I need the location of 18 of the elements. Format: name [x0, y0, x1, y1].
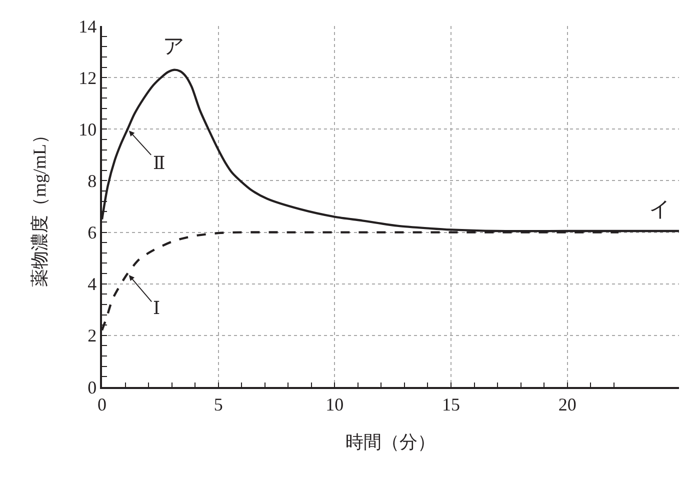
y-tick-label: 2	[88, 326, 97, 346]
y-tick-label: 6	[88, 222, 97, 243]
annotation: Ⅰ	[153, 298, 160, 318]
x-axis-title: 時間（分）	[346, 432, 436, 452]
x-tick-label: 5	[214, 394, 223, 414]
y-tick-label: 10	[78, 119, 97, 140]
x-tick-label: 20	[558, 394, 576, 414]
x-tick-label: 15	[442, 394, 460, 414]
annotation: Ⅱ	[153, 153, 166, 173]
y-tick-label: 14	[78, 16, 97, 36]
y-tick-label: 4	[88, 274, 97, 294]
y-tick-label: 8	[88, 171, 97, 192]
y-tick-label: 12	[78, 68, 97, 88]
annotation: ア	[163, 34, 185, 58]
y-tick-label: 0	[88, 377, 97, 398]
y-axis-title: 薬物濃度（mg/mL）	[29, 126, 50, 287]
annotation: イ	[649, 197, 671, 221]
x-tick-label: 10	[326, 394, 344, 414]
